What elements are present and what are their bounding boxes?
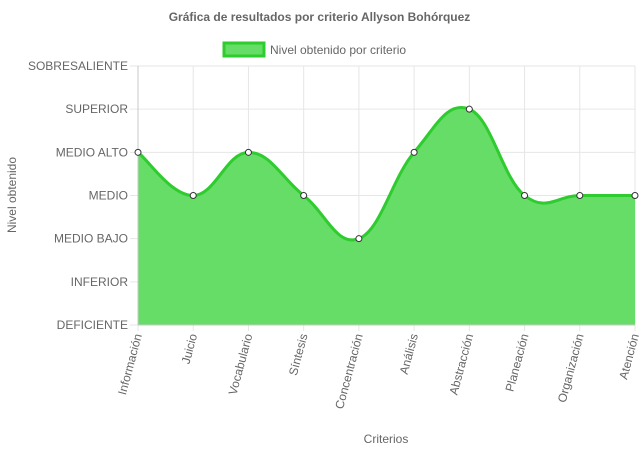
x-tick-sintesis: Síntesis: [286, 332, 311, 377]
series-area-fill: [138, 107, 635, 325]
series-line: [137, 106, 635, 242]
area-layer: [137, 106, 635, 325]
data-point-analisis[interactable]: [410, 148, 418, 156]
y-tick-sobresaliente: SOBRESALIENTE: [28, 59, 128, 73]
y-tick-medio-alto: MEDIO ALTO: [56, 145, 128, 159]
data-point-juicio[interactable]: [189, 192, 197, 199]
y-tick-deficiente: DEFICIENTE: [57, 318, 128, 332]
y-tick-medio-bajo: MEDIO BAJO: [54, 232, 128, 246]
y-tick-medio: MEDIO: [89, 189, 128, 203]
x-tick-informacion: Información: [115, 332, 145, 396]
y-tick-superior: SUPERIOR: [65, 102, 128, 116]
x-axis-title: Criterios: [364, 432, 409, 446]
legend[interactable]: Nivel obtenido por criterio: [222, 41, 406, 58]
x-tick-labels: Información Juicio Vocabulario Síntesis Conc…: [115, 332, 639, 411]
axes: [137, 66, 635, 326]
legend-swatch[interactable]: [222, 41, 266, 58]
x-tick-organizacion: Organización: [555, 332, 587, 404]
data-point-vocabulario[interactable]: [244, 148, 252, 156]
data-point-concentracion[interactable]: [355, 235, 363, 243]
data-point-atencion[interactable]: [631, 192, 639, 199]
legend-label[interactable]: Nivel obtenido por criterio: [270, 43, 406, 57]
chart-title: Gráfica de resultados por criterio Allys…: [169, 10, 471, 24]
x-tick-vocabulario: Vocabulario: [226, 332, 256, 397]
data-point-organizacion[interactable]: [576, 192, 584, 199]
x-tick-juicio: Juicio: [179, 332, 201, 366]
data-point-planeacion[interactable]: [521, 192, 529, 199]
y-tick-labels: DEFICIENTE INFERIOR MEDIO BAJO MEDIO MEDIO A…: [28, 59, 128, 332]
y-axis-title: Nivel obtenido: [5, 157, 19, 233]
x-tick-abstraccion: Abstracción: [446, 332, 476, 396]
data-points[interactable]: [134, 105, 639, 243]
x-tick-atencion: Atención: [616, 332, 639, 381]
y-tick-inferior: INFERIOR: [71, 275, 129, 289]
data-point-informacion[interactable]: [134, 148, 142, 156]
x-tick-concentracion: Concentración: [332, 332, 366, 410]
data-point-sintesis[interactable]: [300, 192, 308, 199]
data-point-abstraccion[interactable]: [465, 105, 473, 113]
x-tick-analisis: Análisis: [397, 332, 421, 376]
x-tick-planeacion: Planeación: [503, 332, 532, 393]
